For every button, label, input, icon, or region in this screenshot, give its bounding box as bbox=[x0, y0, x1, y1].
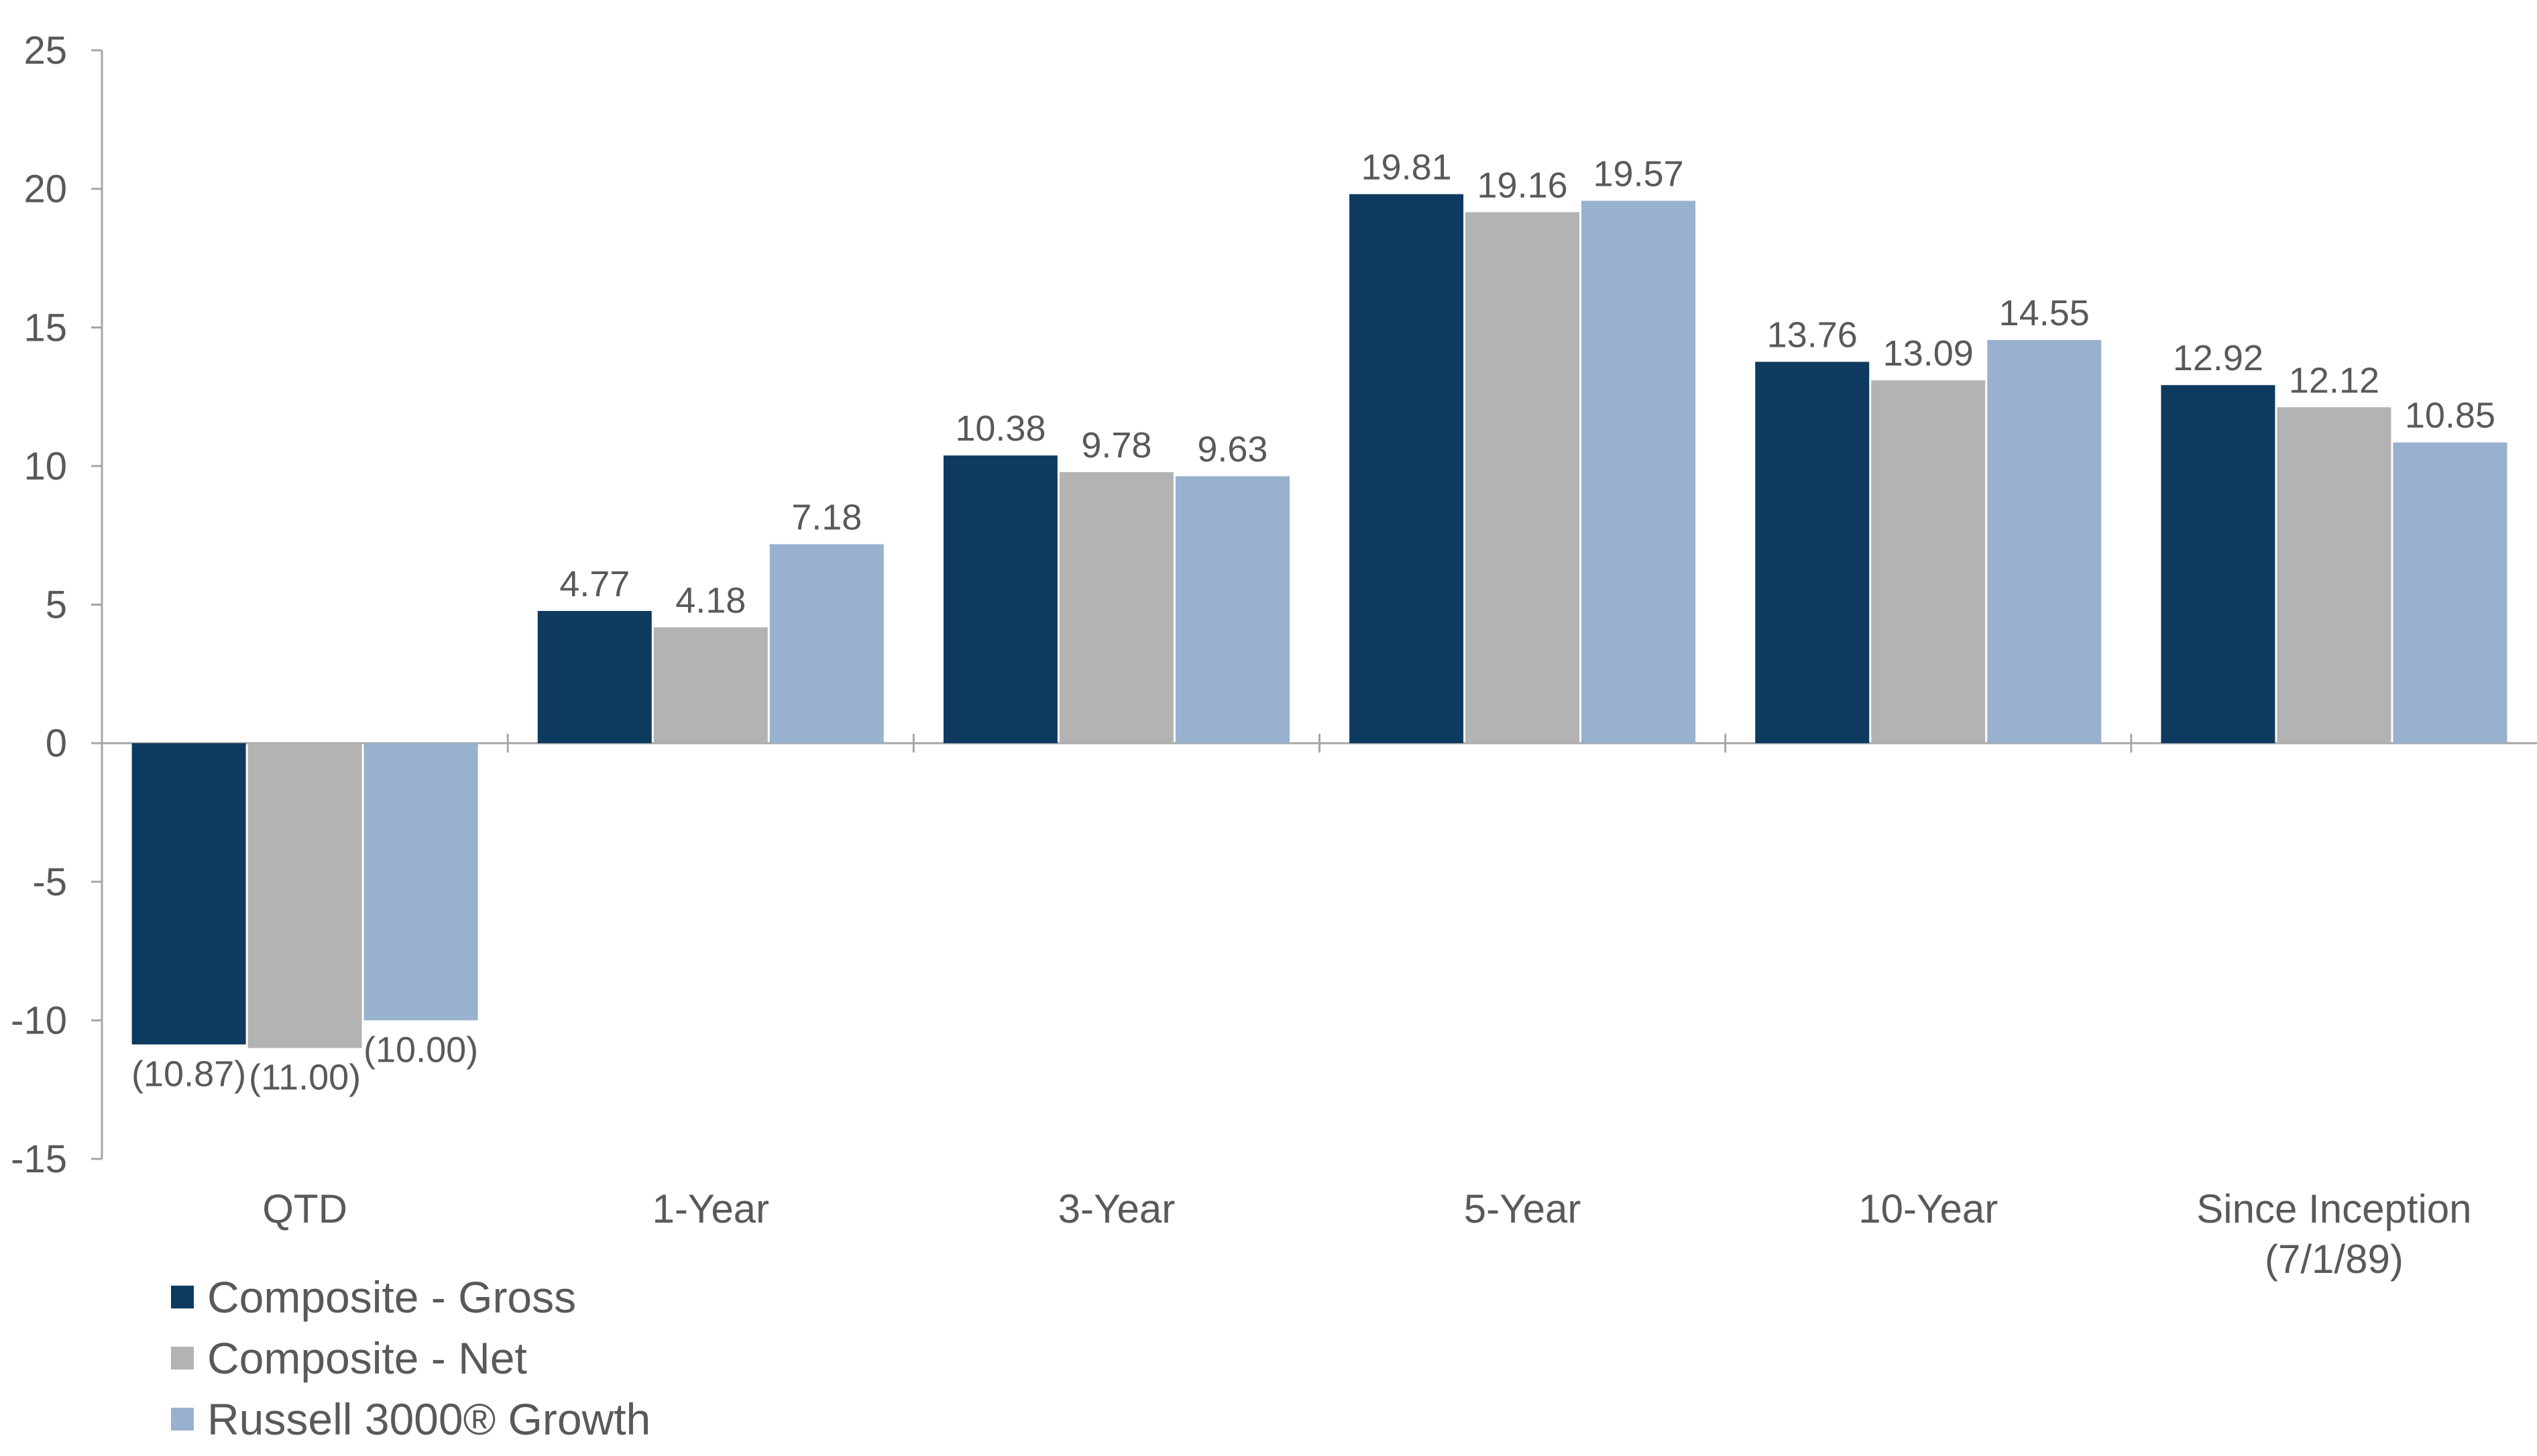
data-label: 4.77 bbox=[559, 564, 630, 604]
data-label: 9.78 bbox=[1081, 425, 1151, 465]
data-label: 4.18 bbox=[675, 580, 746, 620]
y-tick-label: 20 bbox=[23, 168, 67, 211]
y-tick-label: -5 bbox=[32, 860, 67, 904]
data-label: 19.57 bbox=[1593, 154, 1684, 194]
bar bbox=[131, 743, 246, 1045]
legend: Composite - Gross Composite - Net Russell … bbox=[171, 1266, 651, 1449]
data-label: 14.55 bbox=[1999, 293, 2090, 333]
data-label: 12.12 bbox=[2289, 360, 2379, 400]
data-label: 19.81 bbox=[1361, 147, 1452, 187]
data-label: 10.38 bbox=[955, 408, 1046, 449]
x-tick-label: 5-Year bbox=[1464, 1186, 1581, 1231]
bar bbox=[1871, 380, 1986, 744]
y-axis: 25 20 15 10 5 0 -5 -10 -15 bbox=[11, 29, 103, 1181]
bar bbox=[2277, 407, 2391, 744]
bar bbox=[1059, 471, 1174, 744]
legend-label: Russell 3000® Growth bbox=[207, 1394, 651, 1444]
bar bbox=[653, 627, 768, 744]
legend-item: Composite - Net bbox=[171, 1327, 651, 1388]
y-tick-label: 25 bbox=[23, 29, 67, 72]
legend-item: Composite - Gross bbox=[171, 1266, 651, 1327]
data-label: 13.76 bbox=[1767, 315, 1858, 355]
data-label: 7.18 bbox=[791, 497, 862, 537]
x-tick-label: 1-Year bbox=[652, 1186, 769, 1231]
x-axis: QTD 1-Year 3-Year 5-Year 10-Year Since Incept… bbox=[102, 734, 2537, 1282]
bar bbox=[1465, 212, 1580, 744]
bar bbox=[1581, 201, 1696, 744]
data-label: 19.16 bbox=[1477, 165, 1568, 205]
y-tick-label: 10 bbox=[23, 445, 67, 488]
y-tick-label: -10 bbox=[11, 999, 67, 1042]
bar bbox=[1175, 476, 1290, 744]
bar bbox=[2161, 385, 2275, 744]
data-label: 9.63 bbox=[1197, 429, 1267, 469]
data-label: (10.87) bbox=[131, 1054, 246, 1094]
data-label: 13.09 bbox=[1883, 333, 1974, 374]
bar bbox=[769, 544, 884, 744]
bar bbox=[943, 455, 1058, 744]
bar bbox=[247, 743, 362, 1048]
y-tick-label: 5 bbox=[46, 583, 67, 627]
data-labels: (10.87) (11.00)(10.00) 4.77 4.18 7.18 10.38 9.… bbox=[131, 147, 2495, 1097]
bar bbox=[363, 743, 478, 1021]
bar bbox=[1987, 339, 2102, 744]
bars bbox=[131, 194, 2507, 1048]
x-tick-label: 3-Year bbox=[1058, 1186, 1176, 1231]
data-label: 12.92 bbox=[2173, 338, 2263, 378]
bar bbox=[537, 611, 652, 744]
x-tick-label: QTD bbox=[262, 1186, 347, 1231]
x-tick-label: Since Inception bbox=[2196, 1186, 2471, 1231]
y-tick-label: 15 bbox=[23, 306, 67, 349]
legend-swatch bbox=[171, 1407, 194, 1431]
y-tick-label: -15 bbox=[11, 1137, 67, 1181]
bar bbox=[1349, 194, 1464, 744]
x-tick-label: 10-Year bbox=[1858, 1186, 1998, 1231]
data-label: (11.00) bbox=[249, 1058, 361, 1098]
data-label: 10.85 bbox=[2405, 396, 2495, 436]
x-tick-label: (7/1/89) bbox=[2265, 1237, 2404, 1282]
y-tick-label: 0 bbox=[46, 722, 67, 765]
data-label: (10.00) bbox=[363, 1029, 478, 1070]
legend-swatch bbox=[171, 1285, 194, 1308]
bar bbox=[2393, 442, 2507, 744]
legend-label: Composite - Gross bbox=[207, 1272, 577, 1322]
legend-label: Composite - Net bbox=[207, 1333, 527, 1383]
legend-swatch bbox=[171, 1346, 194, 1369]
legend-item: Russell 3000® Growth bbox=[171, 1388, 651, 1449]
bar bbox=[1755, 361, 1870, 744]
